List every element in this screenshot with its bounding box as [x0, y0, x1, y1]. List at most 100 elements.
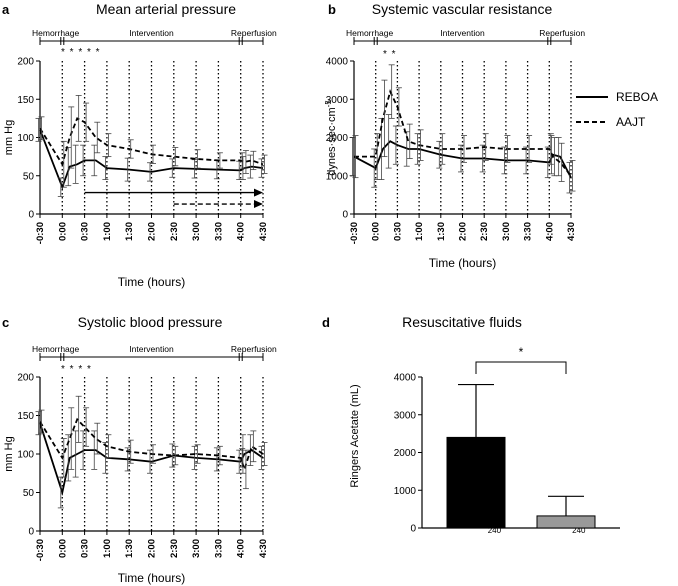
- error-bar-aajt: [60, 140, 67, 188]
- x-tick-label: 0:30: [80, 222, 91, 241]
- error-bar-aajt: [239, 448, 246, 468]
- x-tick-label: 4:00: [544, 222, 555, 241]
- x-tick-label: 2:00: [147, 539, 158, 558]
- error-bar-reboa: [191, 445, 198, 470]
- arrow-head: [254, 200, 263, 209]
- error-bar-aajt: [38, 116, 45, 141]
- phase-hemorrhage-label: Hemorrhage: [32, 344, 80, 354]
- error-bar-aajt: [250, 430, 257, 463]
- x-tick-label: 4:30: [258, 539, 269, 558]
- x-tick-label: 1:30: [124, 539, 135, 558]
- y-tick-label: 4000: [394, 373, 417, 384]
- error-bar-aajt: [216, 445, 223, 466]
- chart-marks: Hemorrhage Intervention Reperfusion * * * *…: [3, 28, 620, 585]
- x-tick-label: 3:30: [213, 539, 224, 558]
- error-bar-aajt: [38, 409, 45, 434]
- phase-hemorrhage-label: Hemorrhage: [346, 28, 394, 38]
- error-bar-aajt: [68, 106, 75, 169]
- x-tick-label: 2:30: [479, 222, 490, 241]
- error-bar-aajt: [352, 135, 359, 179]
- error-bar-aajt: [417, 129, 424, 161]
- error-bar-aajt: [75, 95, 82, 142]
- error-bar-aajt: [105, 133, 112, 158]
- error-bar-reboa: [385, 114, 392, 169]
- x-tick-label: -0:30: [35, 539, 46, 561]
- error-bar-aajt: [172, 445, 179, 466]
- error-bar-aajt: [83, 102, 90, 142]
- x-tick-label: 4:00: [236, 539, 247, 558]
- y-tick-label: 3000: [394, 410, 417, 421]
- y-tick-label: 0: [28, 527, 34, 538]
- significance-marks: * * * * *: [61, 47, 101, 58]
- error-bar-aajt: [242, 150, 249, 174]
- panel-c-letter: c: [2, 315, 9, 330]
- x-tick-label: -0:30: [35, 222, 46, 244]
- legend-reboa-label: REBOA: [616, 90, 658, 104]
- error-bar-reboa: [523, 146, 530, 175]
- error-bar-aajt: [388, 64, 395, 119]
- y-tick-label: 200: [17, 57, 34, 68]
- y-tick-label: 100: [17, 450, 34, 461]
- error-bar-aajt: [83, 407, 90, 447]
- error-bar-aajt: [406, 123, 413, 159]
- x-tick-label: 0:30: [80, 539, 91, 558]
- phase-intervention-label: Intervention: [129, 28, 174, 38]
- panel-b-chart: Hemorrhage Intervention Reperfusion * * 0 100…: [326, 28, 586, 270]
- error-bar-aajt: [194, 149, 201, 169]
- x-tick-label: 3:00: [501, 222, 512, 241]
- error-bar-reboa: [258, 158, 265, 178]
- y-tick-label: 1000: [326, 171, 349, 182]
- panel-a-chart: Hemorrhage Intervention Reperfusion * * * *…: [3, 28, 277, 289]
- error-bar-reboa: [35, 411, 42, 436]
- error-bar-reboa: [436, 140, 443, 169]
- x-tick-label: 2:30: [169, 222, 180, 241]
- x-tick-label: 1:30: [124, 222, 135, 241]
- phase-intervention-label: Intervention: [129, 344, 174, 354]
- x-axis-title: Time (hours): [118, 275, 186, 289]
- y-tick-label: 150: [17, 411, 34, 422]
- y-tick-label: 50: [23, 171, 35, 182]
- error-bar-aajt: [569, 160, 576, 192]
- x-tick-label: 0:00: [57, 539, 68, 558]
- error-bar-reboa: [147, 449, 153, 474]
- y-tick-label: 0: [28, 210, 34, 221]
- x-tick-label: 3:00: [191, 222, 202, 241]
- panel-d-letter: d: [322, 315, 330, 330]
- x-tick-label: 4:30: [566, 222, 577, 241]
- error-bar-aajt: [461, 135, 467, 163]
- x-tick-label: 2:30: [169, 539, 180, 558]
- error-bar-reboa: [479, 144, 486, 173]
- panel-a-letter: a: [2, 2, 10, 17]
- x-tick-label: 0:00: [57, 222, 68, 241]
- x-axis-title: Time (hours): [118, 571, 186, 585]
- error-bar-aajt: [242, 449, 249, 490]
- error-bar-aajt: [547, 133, 554, 165]
- error-bar-reboa: [566, 161, 573, 194]
- phase-reperfusion-label: Reperfusion: [231, 344, 277, 354]
- error-bar-aajt: [381, 79, 388, 158]
- bar-reboa: [446, 436, 506, 529]
- panel-b-ylabel-main: dynes·sec·cm: [326, 107, 338, 175]
- error-bar-reboa: [213, 447, 220, 472]
- y-tick-label: 150: [17, 95, 34, 106]
- y-tick-label: 4000: [326, 57, 349, 68]
- error-bar-reboa: [72, 430, 79, 478]
- error-bar-reboa: [35, 117, 42, 142]
- bar-label-aajt-sub: 240: [572, 526, 586, 535]
- error-bar-reboa: [544, 146, 551, 179]
- panel-d-ylabel: Ringers Acetate (mL): [349, 384, 361, 487]
- error-bar-aajt: [261, 442, 268, 466]
- panel-b-ylabel: dynes·sec·cm-5: [324, 100, 339, 176]
- phase-hemorrhage-label: Hemorrhage: [32, 28, 80, 38]
- panel-c-title: Systolic blood pressure: [78, 314, 223, 330]
- error-bar-aajt: [551, 137, 558, 177]
- error-bar-reboa: [169, 443, 176, 468]
- panel-d-sig-mark: *: [519, 345, 524, 359]
- error-bar-aajt: [127, 439, 134, 464]
- x-tick-label: 1:00: [102, 539, 113, 558]
- x-tick-label: 3:30: [523, 222, 534, 241]
- error-bar-aajt: [172, 147, 179, 167]
- x-axis-title: Time (hours): [429, 256, 497, 270]
- panel-d-chart: 0 1000 2000 3000 4000: [394, 361, 620, 535]
- error-bar-aajt: [558, 142, 565, 182]
